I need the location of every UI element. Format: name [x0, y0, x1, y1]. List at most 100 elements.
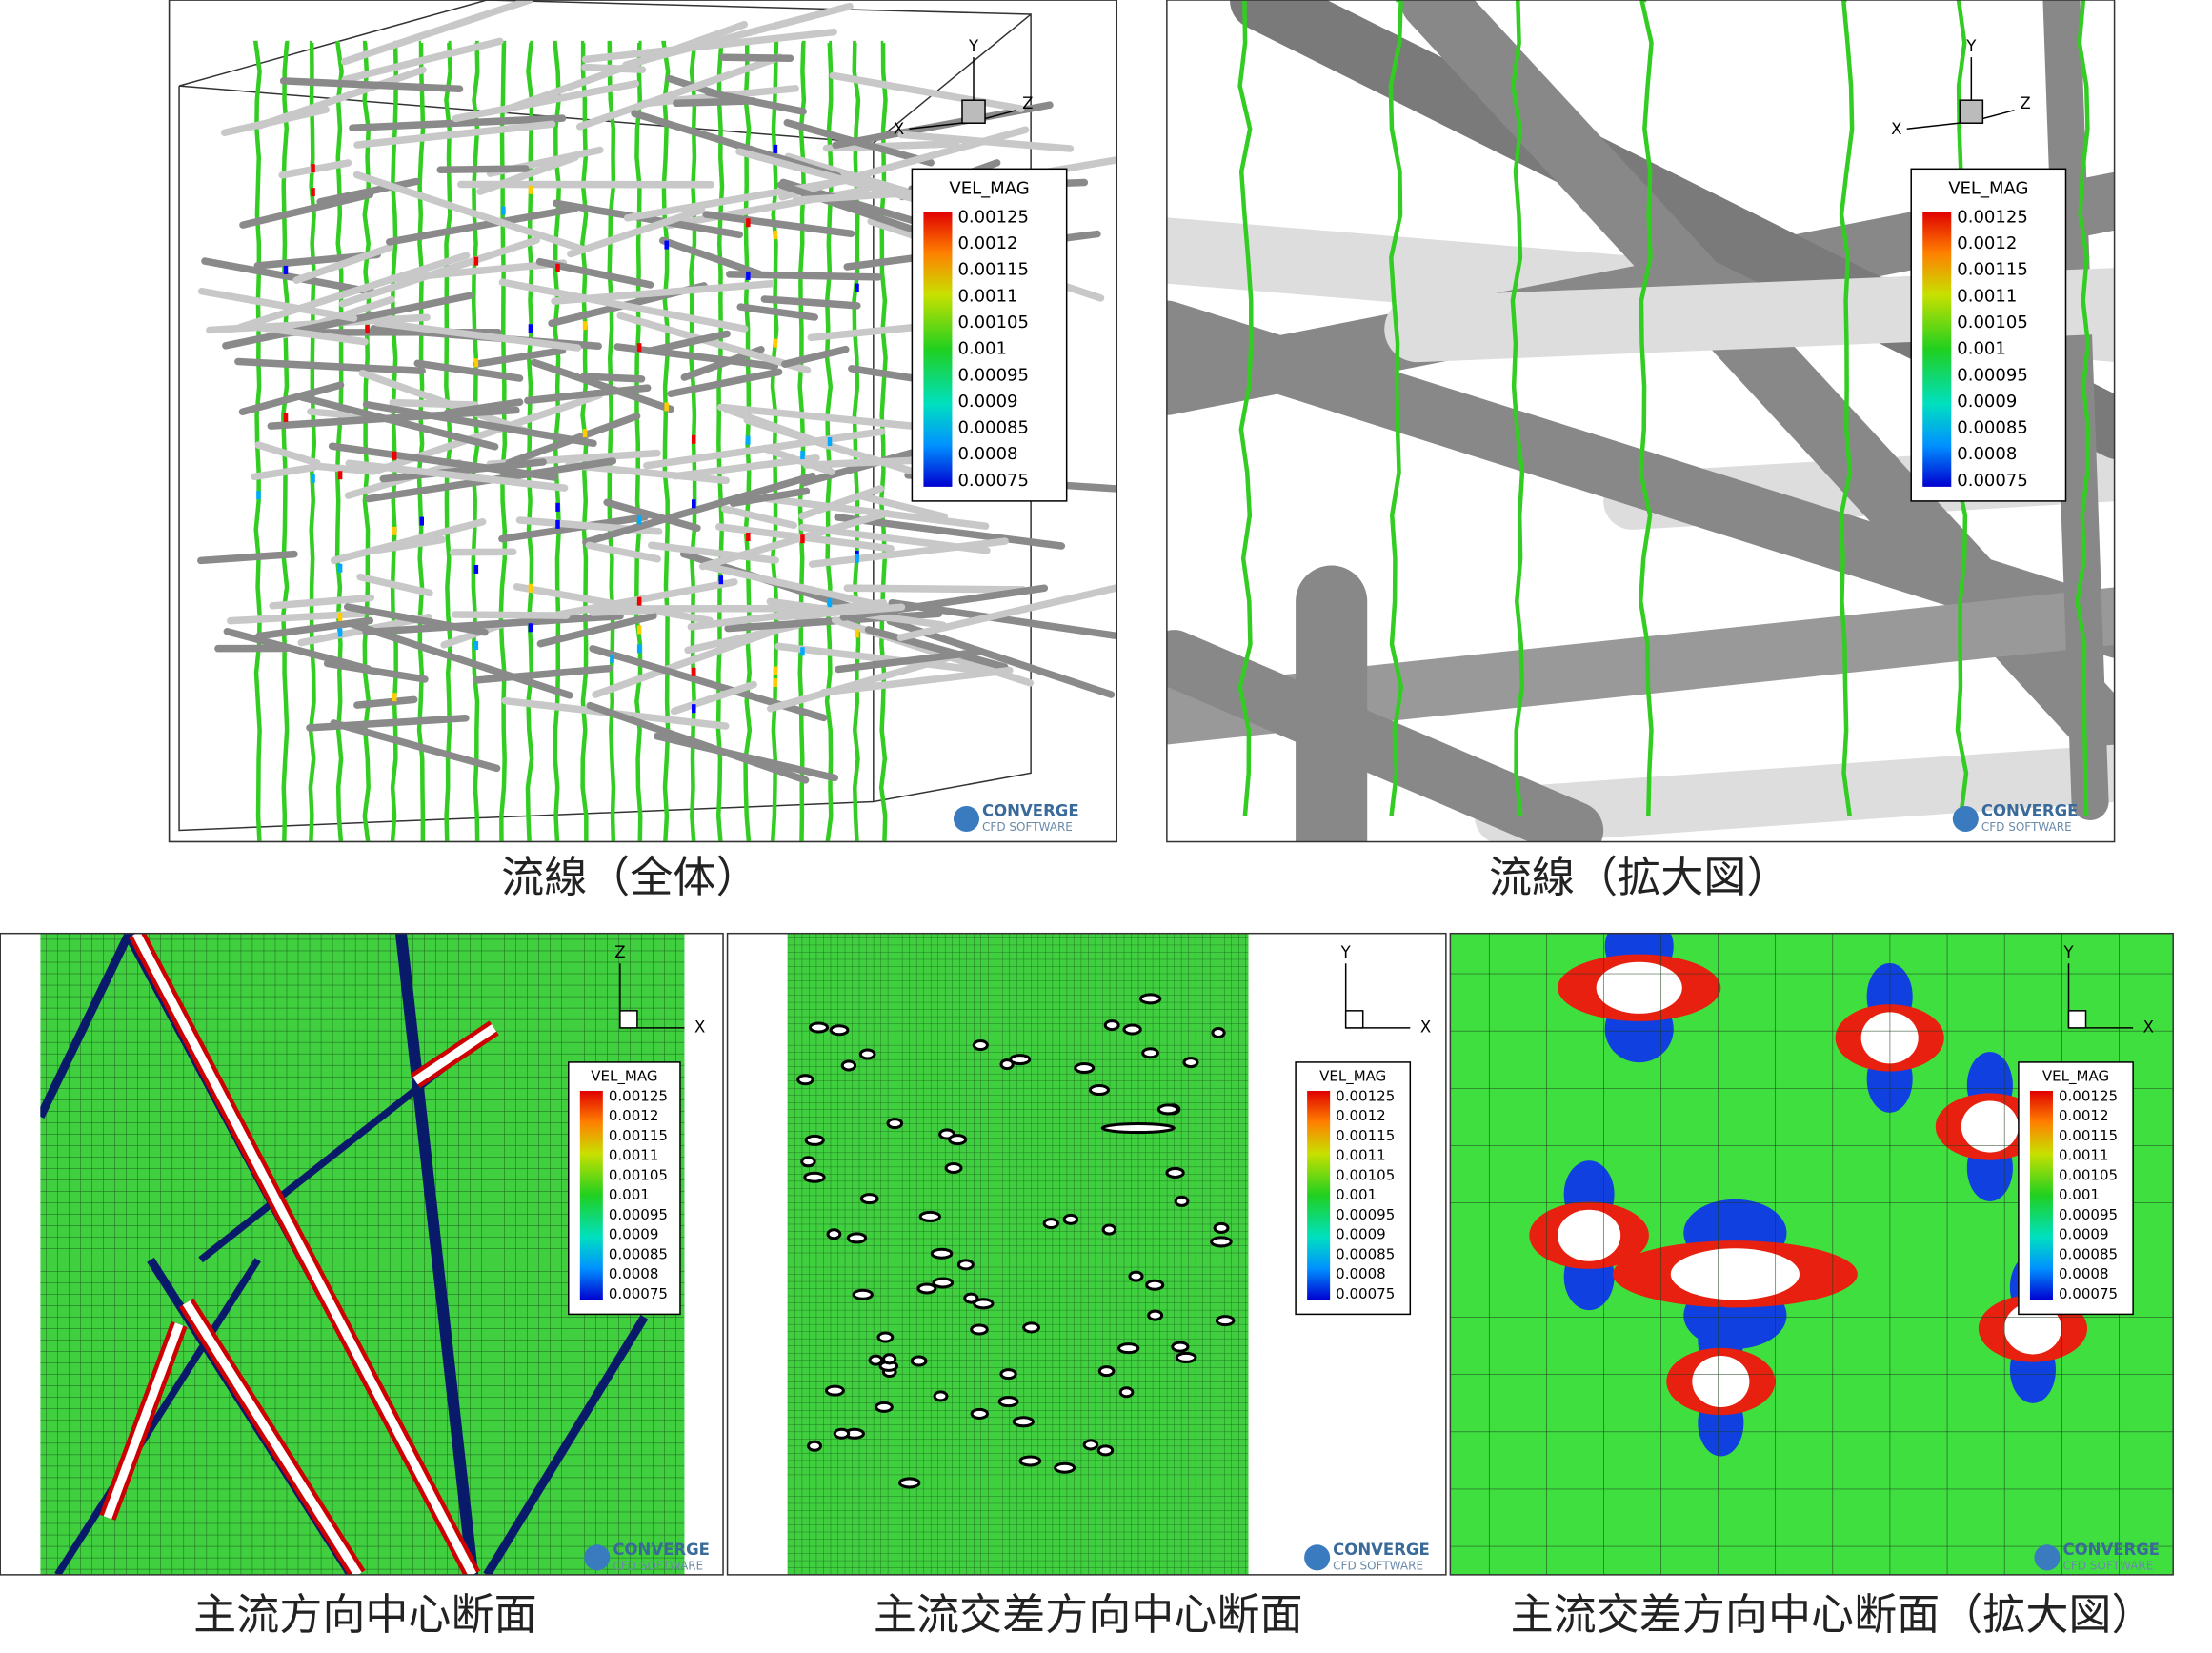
- axis-square: [1346, 1011, 1363, 1028]
- legend-title: VEL_MAG: [1319, 1067, 1386, 1085]
- fiber-section: [1056, 1463, 1075, 1472]
- streamline-highlight: [637, 597, 642, 606]
- legend-label: 0.00105: [957, 312, 1028, 333]
- fiber-section: [1184, 1058, 1197, 1067]
- axis-label: Y: [968, 37, 979, 55]
- fiber-section: [1217, 1317, 1234, 1325]
- streamline-highlight: [664, 241, 669, 250]
- legend-label: 0.00115: [609, 1127, 668, 1144]
- legend-label: 0.00085: [2059, 1245, 2118, 1262]
- streamline-highlight: [637, 515, 642, 524]
- fiber-section: [1098, 1446, 1113, 1455]
- fiber-section: [918, 1284, 935, 1293]
- legend-label: 0.00115: [2059, 1127, 2118, 1144]
- axis-square: [2069, 1011, 2086, 1028]
- fiber-section: [972, 1409, 987, 1418]
- axis-cube: [1960, 100, 1982, 123]
- fiber-section: [950, 1136, 966, 1144]
- fiber-section: [828, 1230, 840, 1239]
- legend: VEL_MAG0.001250.00120.001150.00110.00105…: [569, 1062, 680, 1314]
- streamline-highlight: [800, 451, 805, 459]
- legend-label: 0.001: [609, 1186, 650, 1203]
- streamline-highlight: [637, 644, 642, 653]
- streamline-highlight: [338, 628, 343, 636]
- panel-crossflow: [788, 934, 1249, 1575]
- fiber-section: [870, 1356, 881, 1364]
- legend-title: VEL_MAG: [591, 1067, 657, 1085]
- legend-label: 0.00125: [1957, 207, 2028, 227]
- axis-label: X: [2143, 1018, 2154, 1036]
- fiber-section: [1167, 1168, 1183, 1177]
- legend-label: 0.0008: [957, 444, 1017, 464]
- fiber-section: [848, 1234, 865, 1242]
- streamline-highlight: [311, 188, 315, 196]
- legend-label: 0.0008: [2059, 1265, 2109, 1282]
- streamline-highlight: [501, 207, 506, 215]
- streamline-highlight: [774, 666, 778, 675]
- streamline-highlight: [637, 343, 642, 352]
- streamline-highlight: [555, 503, 560, 512]
- logo-sub: CFD SOFTWARE: [1333, 1559, 1423, 1572]
- fiber-section: [1158, 1105, 1177, 1114]
- legend-label: 0.00125: [1336, 1087, 1395, 1104]
- fiber-section: [809, 1441, 821, 1450]
- fiber-section: [826, 1386, 843, 1395]
- streamline-highlight: [746, 533, 751, 541]
- color-bar: [580, 1091, 603, 1300]
- legend-label: 0.0009: [1336, 1226, 1386, 1243]
- fiber-section: [1001, 1060, 1013, 1069]
- legend-label: 0.00095: [609, 1206, 668, 1223]
- streamline-highlight: [529, 623, 533, 632]
- legend-label: 0.001: [957, 339, 1007, 359]
- fiber: [440, 169, 526, 170]
- streamline-highlight: [311, 474, 315, 483]
- fiber-section: [965, 1294, 977, 1302]
- fiber-section: [1119, 1344, 1138, 1353]
- fiber-section: [1212, 1238, 1232, 1246]
- fiber-section: [888, 1119, 902, 1128]
- streamline-highlight: [256, 491, 261, 499]
- legend-label: 0.00075: [957, 471, 1028, 491]
- logo-mark: [1304, 1544, 1330, 1570]
- fiber-section: [900, 1479, 919, 1487]
- fiber-section: [1001, 1370, 1016, 1379]
- legend-label: 0.00105: [609, 1166, 668, 1183]
- streamline-highlight: [855, 629, 859, 637]
- legend-label: 0.0011: [2059, 1147, 2109, 1164]
- legend-title: VEL_MAG: [1948, 178, 2028, 198]
- fiber-section: [878, 1333, 893, 1341]
- legend-label: 0.0012: [1336, 1107, 1386, 1124]
- fiber-section: [805, 1173, 824, 1181]
- legend-label: 0.0008: [609, 1265, 659, 1282]
- legend-label: 0.001: [2059, 1186, 2100, 1203]
- fiber-section: [1124, 1025, 1140, 1034]
- fiber-section: [974, 1041, 987, 1050]
- axis-label: Y: [1340, 943, 1352, 961]
- streamline-highlight: [692, 499, 696, 508]
- fiber-section: [1090, 1086, 1108, 1095]
- legend-label: 0.00085: [1957, 418, 2028, 438]
- streamline-highlight: [610, 655, 614, 663]
- axis-label: Z: [614, 943, 625, 961]
- axis-cube: [962, 100, 985, 123]
- fiber-section: [806, 1136, 823, 1144]
- fiber-section: [835, 1429, 848, 1438]
- color-bar: [1922, 212, 1951, 487]
- fiber: [593, 610, 653, 613]
- legend-label: 0.00115: [957, 260, 1028, 280]
- streamline-highlight: [555, 264, 560, 272]
- caption: 主流交差方向中心断面: [874, 1589, 1303, 1640]
- streamline-highlight: [719, 575, 724, 584]
- logo-name: CONVERGE: [1333, 1541, 1430, 1559]
- legend-label: 0.0009: [1957, 392, 2017, 412]
- fiber-section: [1215, 1223, 1228, 1232]
- fiber: [723, 57, 790, 58]
- fiber-section: [876, 1402, 893, 1411]
- legend-label: 0.0008: [1336, 1265, 1386, 1282]
- legend-label: 0.00085: [957, 418, 1028, 438]
- legend-label: 0.0011: [1957, 286, 2017, 306]
- fiber-section: [932, 1249, 952, 1258]
- legend: VEL_MAG0.001250.00120.001150.00110.00105…: [1296, 1062, 1410, 1314]
